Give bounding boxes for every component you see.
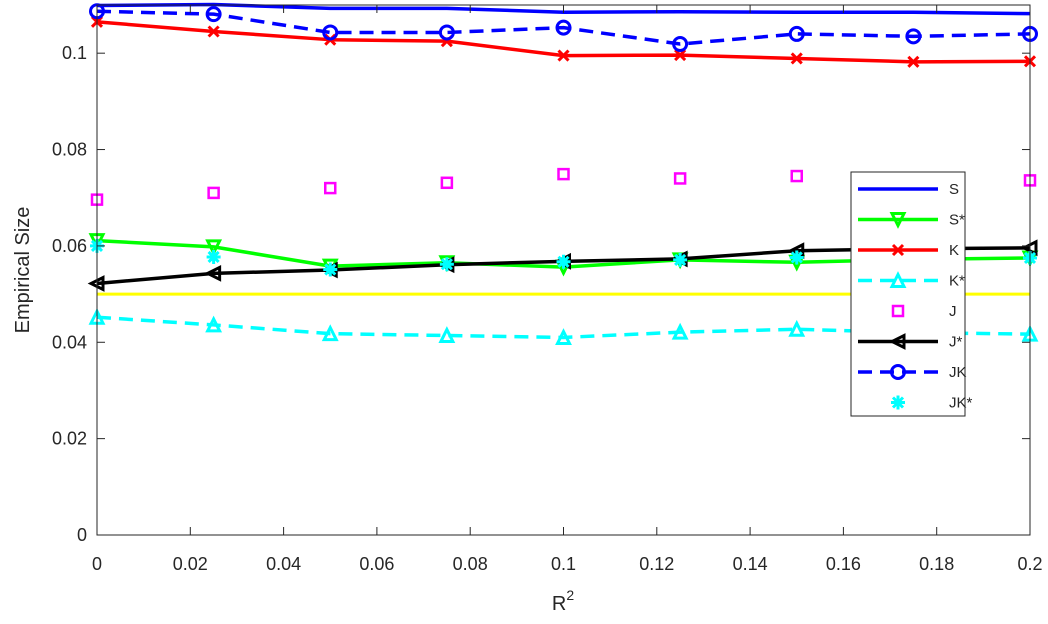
- x-tick-label: 0.16: [826, 554, 861, 574]
- legend-label: S: [949, 181, 959, 198]
- series-line: [96, 9, 1031, 46]
- data-point: [672, 36, 689, 53]
- x-tick-label: 0.12: [639, 554, 674, 574]
- data-point: [323, 262, 338, 277]
- data-point: [671, 322, 689, 340]
- legend-marker: [888, 333, 906, 350]
- data-point: [907, 55, 920, 68]
- data-point: [788, 319, 806, 337]
- data-point: [557, 167, 570, 181]
- x-tick-label: 0.2: [1017, 554, 1042, 574]
- x-tick-label: 0.02: [173, 554, 208, 574]
- legend-marker: [889, 271, 907, 288]
- x-tick-label: 0.1: [551, 554, 576, 574]
- data-point: [789, 250, 804, 265]
- x-axis-label-superscript: 2: [566, 587, 574, 603]
- data-point: [905, 28, 922, 45]
- data-point: [207, 25, 220, 38]
- legend-entry-7: JK*: [891, 395, 973, 412]
- x-axis-label: R2: [552, 587, 574, 615]
- data-point: [324, 181, 337, 195]
- x-axis: 0 0.02 0.04 0.06 0.08 0.1 0.12 0.14 0.16 0.18 0.2: [92, 5, 1043, 574]
- legend-entry-1: S*: [858, 212, 965, 229]
- legend-label: JK*: [949, 395, 973, 412]
- data-point: [205, 6, 222, 23]
- legend-entry-2: K: [858, 242, 959, 259]
- data-point: [440, 176, 454, 190]
- legend-marker: [891, 395, 905, 410]
- data-point: [557, 49, 570, 62]
- y-tick-label: 0.02: [52, 429, 87, 449]
- legend-label: JK: [949, 364, 967, 381]
- data-point: [790, 52, 803, 65]
- legend-marker: [891, 304, 905, 318]
- data-point: [439, 257, 454, 272]
- data-point: [438, 326, 456, 344]
- data-point: [555, 328, 572, 345]
- legend-label: S*: [949, 212, 965, 229]
- x-tick-label: 0: [92, 554, 102, 574]
- data-point: [788, 25, 805, 42]
- x-axis-label-text: R: [552, 593, 566, 615]
- data-point: [673, 172, 687, 185]
- data-point: [438, 24, 455, 41]
- legend-entry-3: K*: [858, 271, 965, 290]
- legend-entry-4: J: [891, 303, 957, 320]
- legend-label: J*: [949, 334, 963, 351]
- legend-label: K*: [949, 273, 965, 290]
- legend-box: [850, 171, 966, 417]
- x-tick-label: 0.18: [919, 554, 954, 574]
- y-tick-label: 0.1: [62, 43, 87, 63]
- data-point: [322, 24, 339, 41]
- data-point: [555, 19, 572, 36]
- data-point: [790, 169, 803, 183]
- y-axis-label: Empirical Size: [12, 207, 34, 334]
- y-axis: 0 0.02 0.04 0.06 0.08 0.1: [52, 43, 1030, 545]
- data-point: [674, 49, 687, 62]
- legend-marker: [890, 364, 906, 380]
- data-point: [206, 249, 221, 264]
- x-tick-label: 0.14: [733, 554, 768, 574]
- legend-marker: [891, 243, 905, 257]
- legend-marker: [889, 212, 907, 229]
- data-point: [207, 186, 220, 200]
- legend-label: K: [949, 242, 959, 259]
- y-tick-label: 0: [77, 525, 87, 545]
- data-point: [673, 252, 688, 267]
- data-point: [205, 239, 223, 257]
- legend-label: J: [949, 303, 957, 320]
- x-tick-label: 0.08: [453, 554, 488, 574]
- legend-entry-5: J*: [858, 333, 963, 351]
- data-point: [204, 264, 222, 282]
- data-point: [321, 324, 339, 342]
- x-tick-label: 0.04: [266, 554, 301, 574]
- legend: S S* K K* J J* JK JK*: [850, 171, 973, 417]
- data-point: [205, 315, 223, 333]
- x-tick-label: 0.06: [359, 554, 394, 574]
- y-tick-label: 0.06: [52, 236, 87, 256]
- y-tick-label: 0.04: [52, 332, 87, 352]
- legend-entry-6: JK: [858, 364, 967, 381]
- data-point: [556, 254, 571, 269]
- y-tick-label: 0.08: [52, 140, 87, 160]
- legend-entry-0: S: [858, 181, 959, 198]
